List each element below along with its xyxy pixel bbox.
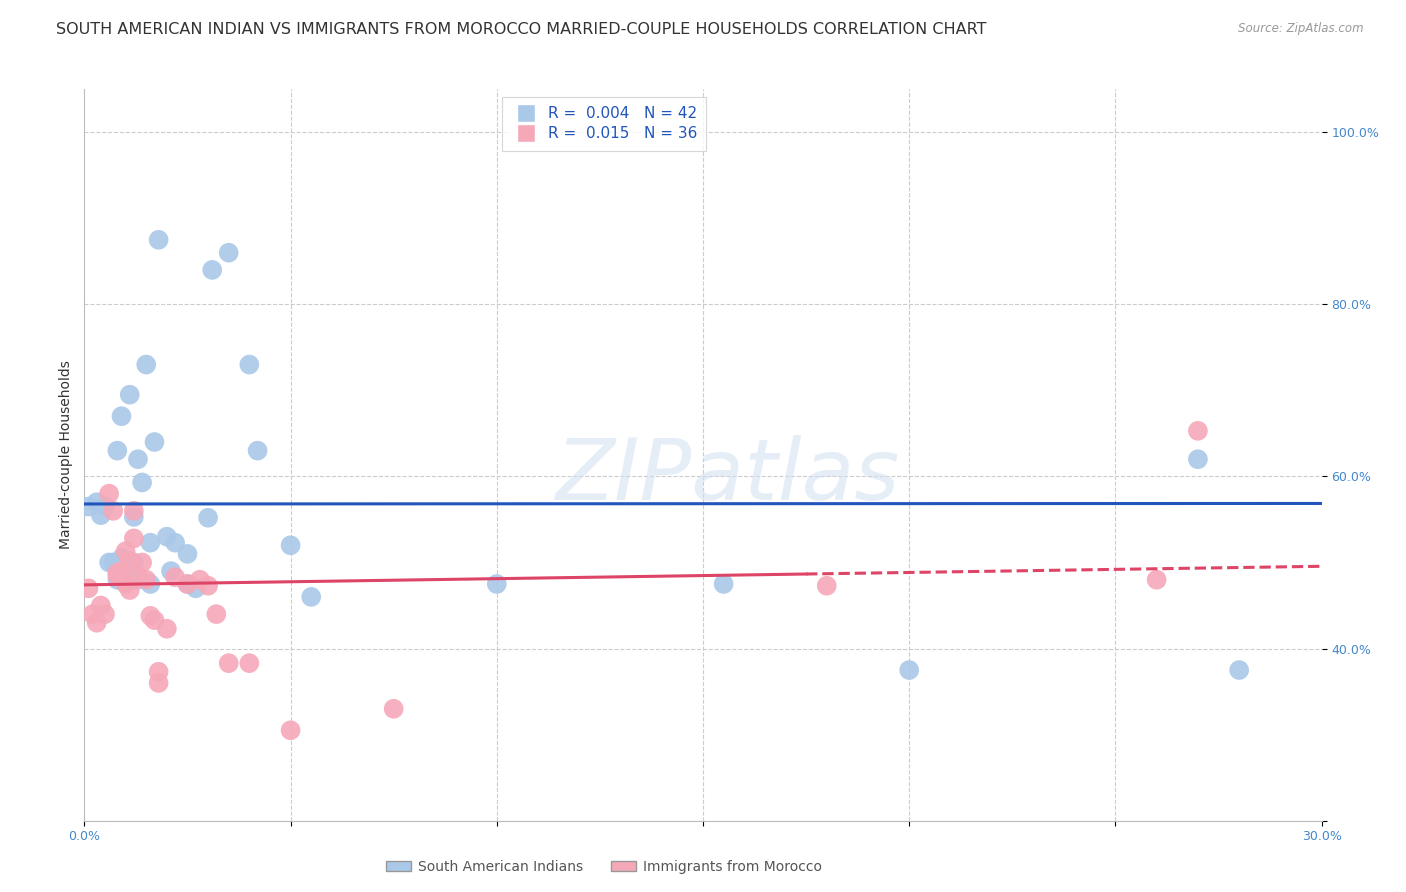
Point — [299, 590, 322, 604]
Point — [139, 535, 162, 549]
Point — [105, 568, 128, 582]
Point — [218, 656, 240, 670]
Point — [131, 475, 153, 490]
Point — [238, 358, 260, 372]
Point — [238, 656, 260, 670]
Text: ZIPatlas: ZIPatlas — [555, 435, 900, 518]
Point — [98, 486, 121, 500]
Point — [1227, 663, 1250, 677]
Point — [122, 509, 145, 524]
Point — [201, 263, 224, 277]
Point — [114, 564, 136, 578]
Point — [713, 577, 735, 591]
Point — [176, 577, 198, 591]
Point — [382, 702, 405, 716]
Point — [156, 530, 179, 544]
Point — [160, 564, 183, 578]
Point — [127, 573, 149, 587]
Point — [148, 676, 170, 690]
Text: Source: ZipAtlas.com: Source: ZipAtlas.com — [1239, 22, 1364, 36]
Point — [148, 665, 170, 679]
Point — [90, 599, 112, 613]
Point — [135, 573, 157, 587]
Point — [135, 358, 157, 372]
Point — [118, 387, 141, 401]
Point — [122, 532, 145, 546]
Point — [110, 564, 132, 578]
Text: SOUTH AMERICAN INDIAN VS IMMIGRANTS FROM MOROCCO MARRIED-COUPLE HOUSEHOLDS CORRE: SOUTH AMERICAN INDIAN VS IMMIGRANTS FROM… — [56, 22, 987, 37]
Point — [280, 538, 302, 552]
Point — [143, 613, 166, 627]
Point — [114, 544, 136, 558]
Point — [122, 556, 145, 570]
Point — [110, 409, 132, 424]
Point — [103, 556, 125, 570]
Point — [118, 554, 141, 568]
Point — [105, 443, 128, 458]
Point — [110, 551, 132, 566]
Point — [139, 577, 162, 591]
Point — [139, 608, 162, 623]
Point — [118, 564, 141, 578]
Point — [94, 607, 117, 621]
Point — [218, 245, 240, 260]
Point — [156, 622, 179, 636]
Point — [82, 607, 104, 621]
Point — [127, 570, 149, 584]
Point — [815, 579, 838, 593]
Point — [77, 582, 100, 596]
Point — [485, 577, 508, 591]
Point — [188, 573, 211, 587]
Point — [165, 535, 187, 549]
Point — [114, 556, 136, 570]
Point — [86, 615, 108, 630]
Point — [90, 508, 112, 523]
Point — [94, 500, 117, 514]
Legend: South American Indians, Immigrants from Morocco: South American Indians, Immigrants from … — [381, 855, 828, 880]
Point — [148, 233, 170, 247]
Point — [280, 723, 302, 738]
Point — [184, 582, 207, 596]
Point — [86, 495, 108, 509]
Point — [118, 582, 141, 597]
Point — [246, 443, 269, 458]
Point — [131, 556, 153, 570]
Point — [205, 607, 228, 621]
Point — [1187, 424, 1209, 438]
Point — [1187, 452, 1209, 467]
Point — [197, 579, 219, 593]
Point — [122, 504, 145, 518]
Point — [103, 504, 125, 518]
Point — [105, 573, 128, 587]
Point — [165, 570, 187, 584]
Point — [176, 577, 198, 591]
Point — [1146, 573, 1168, 587]
Point — [898, 663, 921, 677]
Point — [114, 577, 136, 591]
Y-axis label: Married-couple Households: Married-couple Households — [59, 360, 73, 549]
Point — [127, 452, 149, 467]
Point — [176, 547, 198, 561]
Point — [143, 435, 166, 450]
Point — [197, 510, 219, 524]
Point — [98, 556, 121, 570]
Point — [77, 500, 100, 514]
Point — [105, 566, 128, 580]
